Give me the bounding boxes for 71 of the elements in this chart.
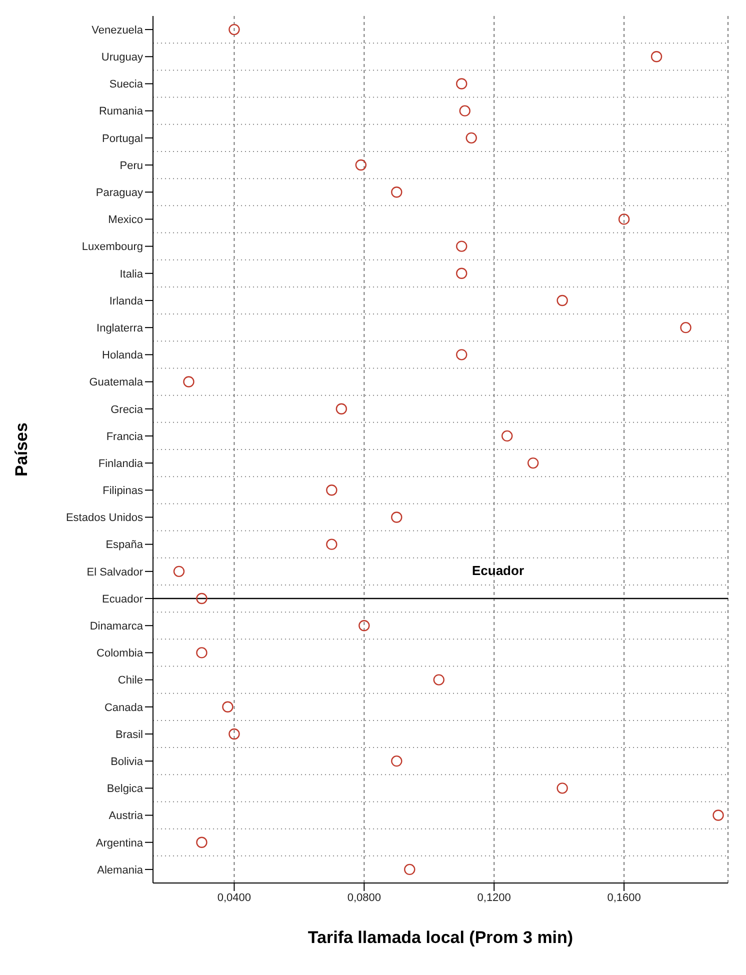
y-tick-label: Estados Unidos bbox=[66, 512, 144, 524]
point bbox=[501, 430, 513, 442]
y-axis-title: Países bbox=[12, 422, 32, 476]
point bbox=[326, 538, 338, 550]
y-tick-label: Inglaterra bbox=[96, 322, 144, 334]
point bbox=[336, 403, 348, 414]
point bbox=[459, 105, 470, 116]
y-tick-label: Brasil bbox=[115, 728, 143, 741]
y-tick-label: Dinamarca bbox=[90, 620, 144, 633]
y-tick-label: Francia bbox=[106, 430, 144, 443]
y-tick-label: Venezuela bbox=[92, 24, 144, 36]
x-axis-title: Tarifa llamada local (Prom 3 min) bbox=[308, 928, 574, 947]
point bbox=[196, 592, 208, 604]
point bbox=[196, 836, 208, 848]
y-tick-label: Colombia bbox=[96, 648, 144, 660]
point bbox=[391, 512, 402, 523]
x-tick-label: 0,1200 bbox=[477, 892, 511, 904]
y-tick-label: Portugal bbox=[102, 132, 143, 145]
y-tick-label: Chile bbox=[118, 674, 143, 687]
y-tick-label: Uruguay bbox=[101, 52, 144, 64]
y-tick-label: Bolivia bbox=[110, 756, 144, 768]
point bbox=[466, 132, 477, 144]
y-tick-label: Irlanda bbox=[109, 295, 144, 308]
y-tick-label: El Salvador bbox=[86, 566, 144, 578]
y-tick-label: Ecuador bbox=[102, 593, 144, 606]
point bbox=[355, 159, 367, 171]
point bbox=[556, 782, 568, 794]
point bbox=[712, 810, 724, 821]
point bbox=[391, 755, 402, 767]
point bbox=[456, 268, 468, 279]
y-tick-label: Mexico bbox=[108, 214, 143, 226]
x-tick-label: 0,0400 bbox=[217, 892, 252, 904]
point bbox=[456, 240, 468, 252]
y-tick-label: Austria bbox=[108, 810, 144, 822]
y-tick-label: Luxembourg bbox=[82, 241, 143, 254]
y-tick-label: Suecia bbox=[109, 78, 144, 91]
point bbox=[456, 349, 468, 360]
y-tick-label: Alemania bbox=[97, 864, 144, 876]
point bbox=[326, 484, 338, 496]
annotation: Ecuador bbox=[470, 562, 525, 580]
y-tick-label: España bbox=[106, 539, 144, 552]
y-tick-label: Peru bbox=[120, 160, 143, 172]
point bbox=[618, 214, 630, 225]
y-tick-label: Rumania bbox=[98, 106, 144, 118]
point bbox=[456, 78, 468, 90]
x-tick-label: 0,1600 bbox=[607, 892, 641, 904]
y-tick-label: Grecia bbox=[110, 404, 144, 416]
point bbox=[228, 728, 240, 740]
point bbox=[228, 24, 240, 36]
y-tick-label: Canada bbox=[104, 702, 144, 714]
point bbox=[680, 322, 692, 334]
y-tick-label: Filipinas bbox=[102, 485, 144, 498]
point bbox=[556, 294, 568, 306]
y-tick-label: Italia bbox=[120, 268, 144, 280]
point bbox=[222, 701, 234, 712]
point bbox=[196, 647, 208, 658]
point bbox=[391, 186, 402, 198]
y-tick-label: Holanda bbox=[102, 350, 144, 362]
point bbox=[433, 674, 444, 686]
point bbox=[173, 566, 185, 578]
y-tick-label: Argentina bbox=[96, 837, 144, 850]
y-tick-label: Finlandia bbox=[98, 458, 144, 470]
y-tick-label: Belgica bbox=[106, 783, 144, 796]
point bbox=[650, 51, 662, 62]
point bbox=[404, 864, 416, 876]
point bbox=[358, 620, 370, 632]
x-tick-label: 0,0800 bbox=[347, 892, 381, 904]
point bbox=[183, 376, 194, 388]
y-tick-label: Paraguay bbox=[96, 187, 144, 200]
y-tick-label: Guatemala bbox=[89, 376, 144, 389]
point bbox=[527, 457, 539, 469]
